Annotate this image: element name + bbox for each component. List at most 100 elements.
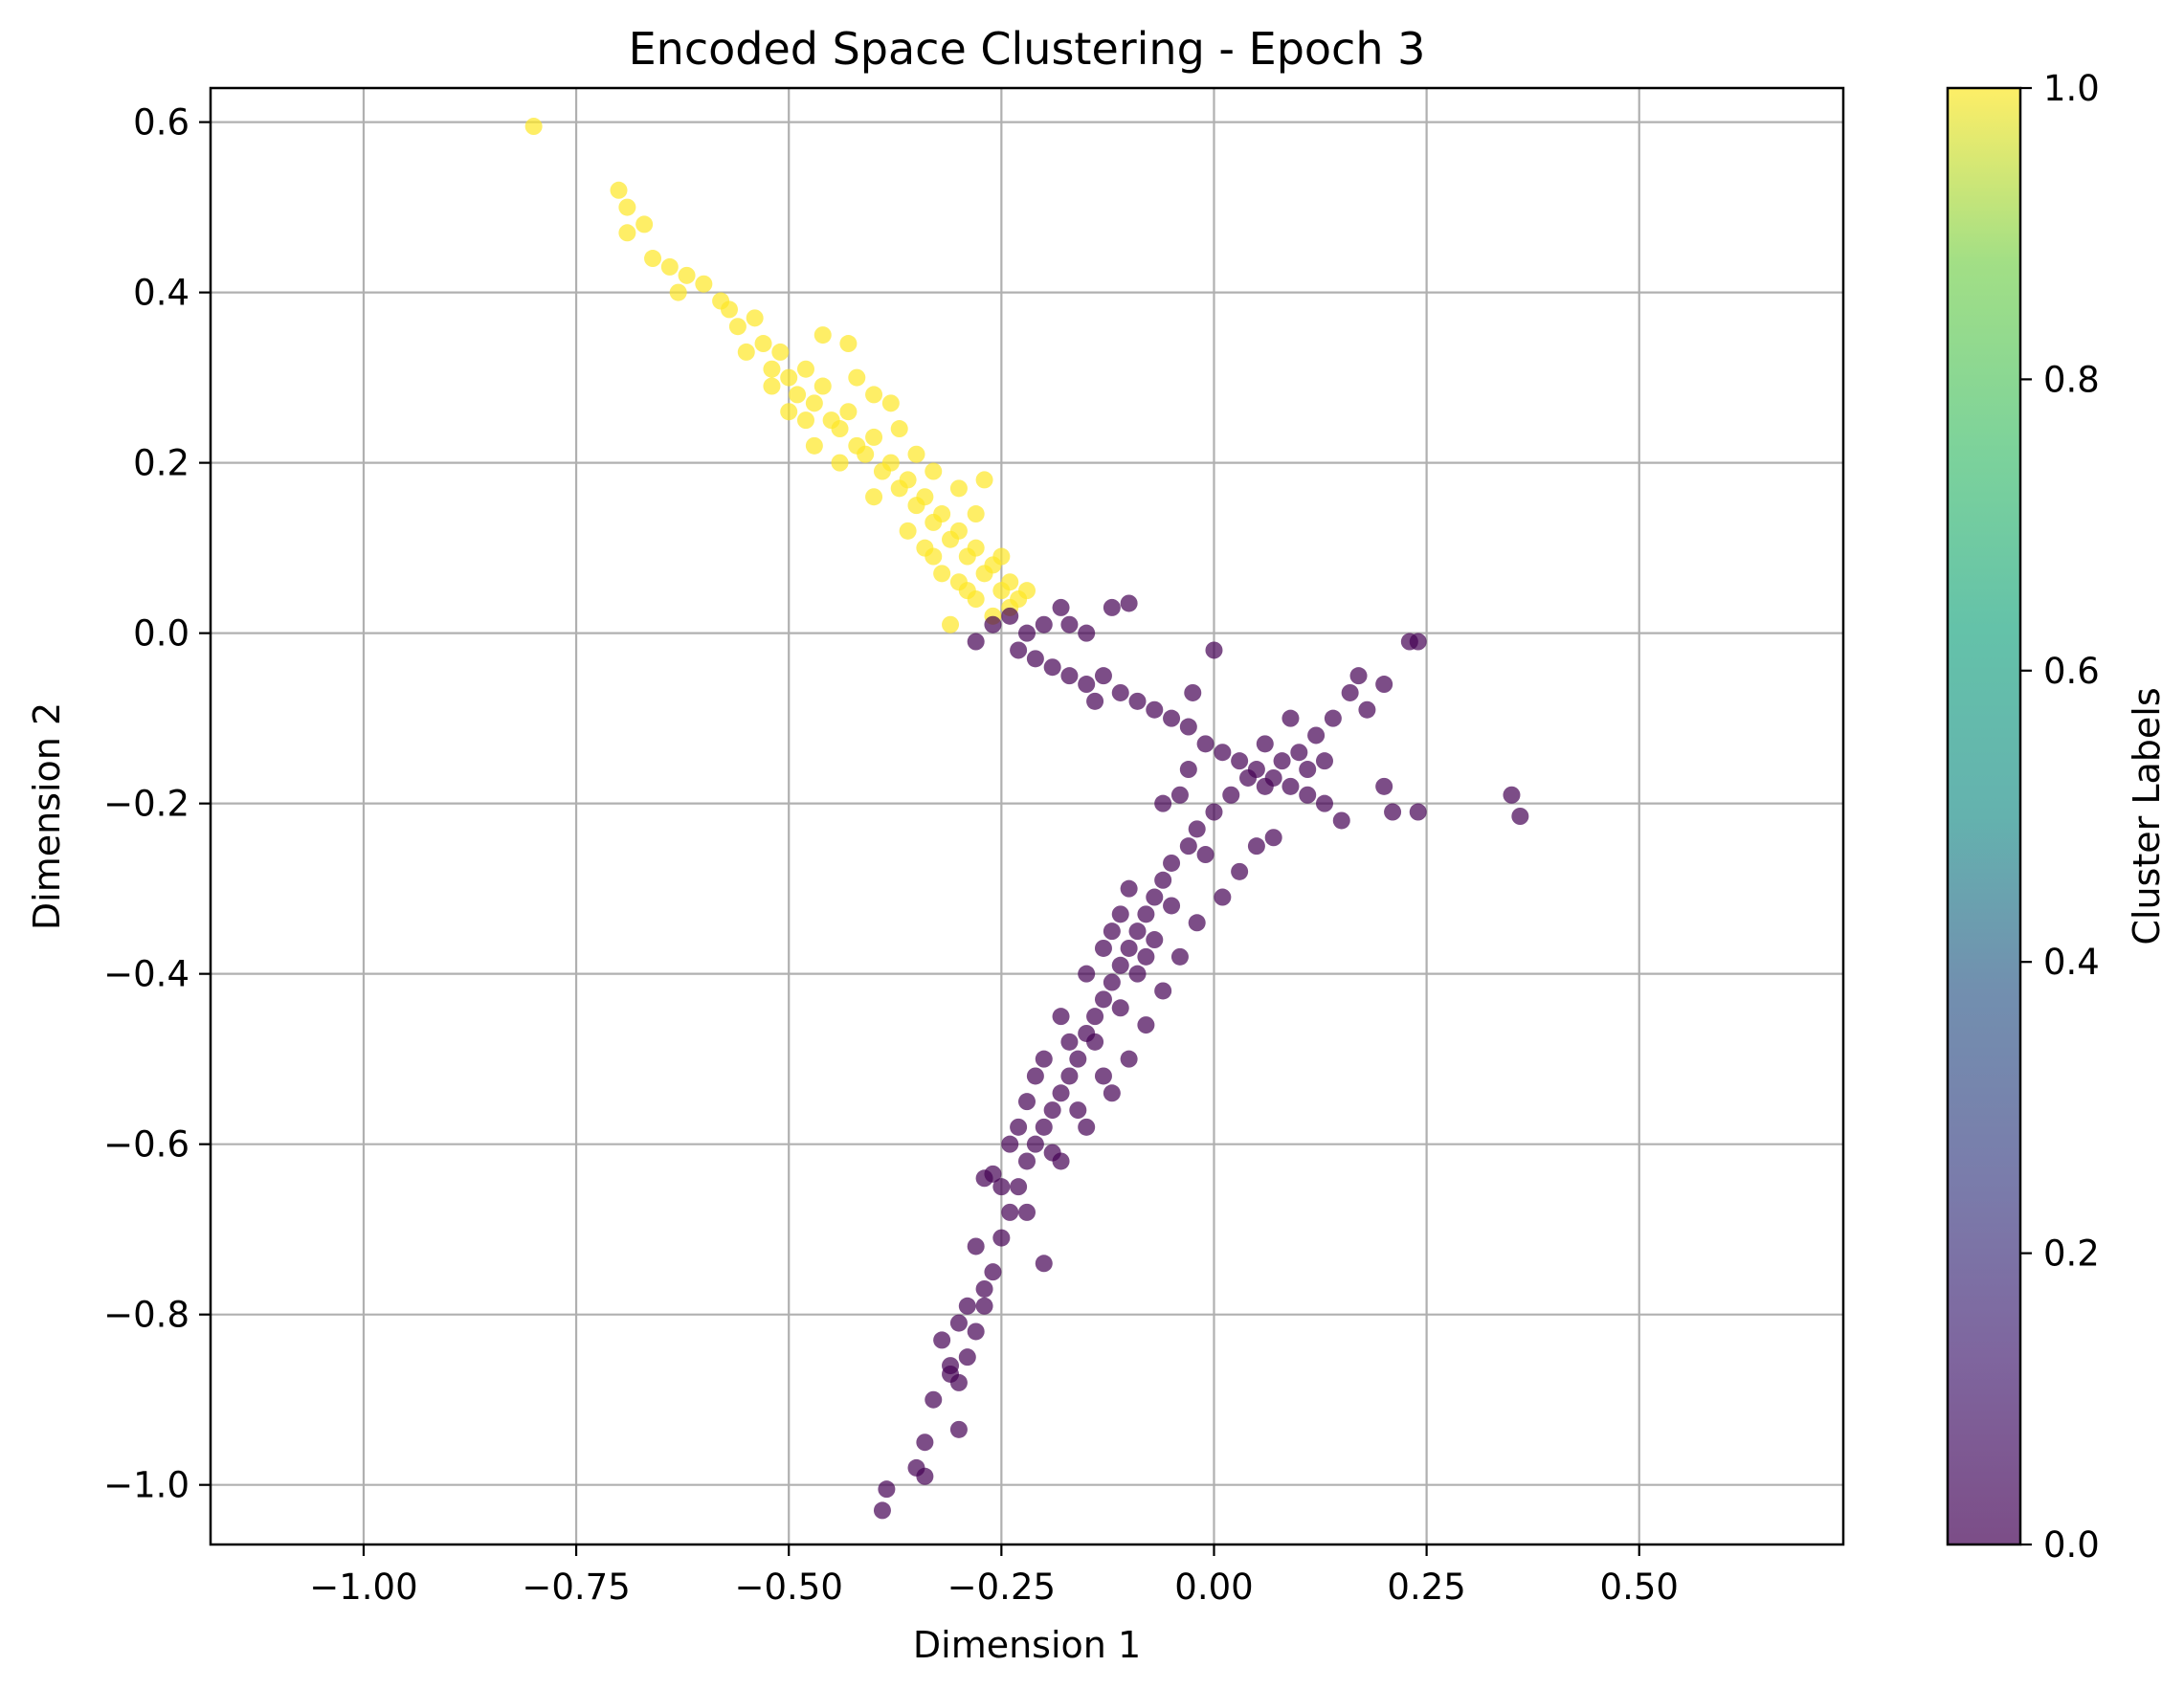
data-point-cluster-0 bbox=[1196, 846, 1215, 864]
data-point-cluster-0 bbox=[1214, 744, 1232, 762]
data-point-cluster-1 bbox=[660, 257, 679, 276]
data-point-cluster-0 bbox=[949, 1420, 968, 1438]
data-point-cluster-0 bbox=[1086, 692, 1104, 710]
data-point-cluster-0 bbox=[1281, 709, 1300, 727]
data-point-cluster-0 bbox=[1256, 735, 1274, 753]
data-point-cluster-0 bbox=[1060, 1067, 1079, 1085]
data-point-cluster-0 bbox=[1170, 947, 1189, 966]
data-point-cluster-1 bbox=[1018, 582, 1036, 600]
data-point-cluster-1 bbox=[831, 454, 849, 472]
x-tick-label: −0.75 bbox=[522, 1567, 630, 1608]
data-point-cluster-1 bbox=[1001, 573, 1019, 591]
colorbar-tick-label: 0.0 bbox=[2043, 1524, 2100, 1566]
data-point-cluster-1 bbox=[763, 360, 781, 378]
data-point-cluster-1 bbox=[669, 283, 687, 301]
data-point-cluster-1 bbox=[967, 505, 985, 523]
data-point-cluster-0 bbox=[1060, 1033, 1079, 1051]
data-point-cluster-0 bbox=[1069, 1050, 1087, 1068]
data-point-cluster-1 bbox=[933, 565, 951, 583]
data-point-cluster-0 bbox=[1146, 931, 1164, 949]
data-point-cluster-0 bbox=[1111, 905, 1129, 923]
x-axis-ticks: −1.00 −0.75 −0.50 −0.25 0.00 0.25 0.50 bbox=[309, 1545, 1679, 1608]
data-point-cluster-0 bbox=[1094, 667, 1112, 685]
data-point-cluster-0 bbox=[1078, 965, 1096, 983]
data-point-cluster-1 bbox=[857, 445, 875, 463]
data-point-cluster-1 bbox=[967, 539, 985, 557]
data-point-cluster-0 bbox=[1205, 803, 1223, 821]
x-tick-label: 0.25 bbox=[1387, 1567, 1465, 1608]
data-point-cluster-0 bbox=[1035, 1050, 1053, 1068]
y-tick-label: −0.2 bbox=[103, 784, 189, 825]
data-point-cluster-0 bbox=[1128, 922, 1147, 941]
data-point-cluster-1 bbox=[737, 343, 755, 361]
data-point-cluster-0 bbox=[1052, 1084, 1070, 1102]
y-tick-label: 0.6 bbox=[133, 102, 189, 144]
y-tick-label: −0.6 bbox=[103, 1124, 189, 1166]
data-point-cluster-0 bbox=[1409, 803, 1427, 821]
data-point-cluster-0 bbox=[878, 1480, 896, 1499]
data-point-cluster-0 bbox=[1163, 709, 1181, 727]
data-point-cluster-0 bbox=[1358, 700, 1376, 719]
data-point-cluster-1 bbox=[975, 471, 993, 489]
y-tick-label: 0.4 bbox=[133, 273, 189, 314]
data-point-cluster-1 bbox=[618, 198, 636, 216]
data-point-cluster-0 bbox=[1349, 667, 1368, 685]
data-point-cluster-0 bbox=[1154, 982, 1172, 1000]
data-point-cluster-0 bbox=[1400, 633, 1418, 651]
data-point-cluster-0 bbox=[1511, 808, 1529, 825]
data-point-cluster-1 bbox=[925, 462, 943, 480]
data-point-cluster-0 bbox=[1078, 1118, 1096, 1136]
data-point-cluster-0 bbox=[1375, 676, 1393, 694]
x-axis-label: Dimension 1 bbox=[913, 1624, 1141, 1666]
data-point-cluster-1 bbox=[942, 615, 960, 633]
data-point-cluster-0 bbox=[975, 1279, 993, 1298]
data-point-cluster-0 bbox=[1103, 973, 1121, 991]
data-point-cluster-1 bbox=[899, 522, 917, 540]
data-point-cluster-1 bbox=[805, 394, 823, 412]
data-point-cluster-0 bbox=[1128, 965, 1147, 983]
data-point-cluster-0 bbox=[1170, 786, 1189, 804]
data-point-cluster-0 bbox=[1001, 607, 1019, 625]
chart-title: Encoded Space Clustering - Epoch 3 bbox=[629, 23, 1426, 75]
data-point-cluster-0 bbox=[1128, 692, 1147, 710]
data-point-cluster-0 bbox=[967, 1322, 985, 1341]
data-point-cluster-0 bbox=[1078, 676, 1096, 694]
data-point-cluster-1 bbox=[678, 266, 696, 284]
data-point-cluster-0 bbox=[1060, 667, 1079, 685]
data-point-cluster-0 bbox=[933, 1331, 951, 1349]
data-point-cluster-0 bbox=[1086, 1033, 1104, 1051]
y-tick-label: 0.2 bbox=[133, 443, 189, 484]
data-point-cluster-0 bbox=[984, 615, 1002, 633]
colorbar-tick-label: 0.2 bbox=[2043, 1233, 2100, 1275]
data-point-cluster-0 bbox=[984, 1263, 1002, 1281]
data-point-cluster-0 bbox=[1001, 1135, 1019, 1153]
y-tick-label: −0.8 bbox=[103, 1295, 189, 1336]
data-point-cluster-0 bbox=[1188, 820, 1206, 838]
data-point-cluster-0 bbox=[1163, 897, 1181, 915]
data-point-cluster-0 bbox=[1214, 888, 1232, 906]
data-point-cluster-0 bbox=[1103, 1084, 1121, 1102]
data-point-cluster-0 bbox=[1018, 1203, 1036, 1221]
data-point-cluster-0 bbox=[1018, 624, 1036, 642]
data-point-cluster-1 bbox=[933, 505, 951, 523]
data-point-cluster-0 bbox=[1026, 1067, 1044, 1085]
data-point-cluster-0 bbox=[958, 1297, 976, 1315]
data-point-cluster-0 bbox=[1120, 594, 1138, 612]
data-point-cluster-1 bbox=[949, 479, 968, 498]
data-point-cluster-0 bbox=[1179, 718, 1197, 736]
data-point-cluster-1 bbox=[771, 343, 790, 361]
data-point-cluster-0 bbox=[1231, 862, 1249, 880]
data-point-cluster-0 bbox=[1120, 939, 1138, 957]
data-point-cluster-1 bbox=[813, 326, 832, 344]
data-point-cluster-0 bbox=[1146, 700, 1164, 719]
data-point-cluster-0 bbox=[1146, 888, 1164, 906]
data-point-cluster-0 bbox=[1137, 1016, 1155, 1034]
data-point-cluster-0 bbox=[992, 1178, 1011, 1196]
colorbar-tick-label: 0.8 bbox=[2043, 359, 2100, 400]
data-point-cluster-0 bbox=[916, 1433, 934, 1452]
data-point-cluster-1 bbox=[958, 582, 976, 600]
colorbar-ticks: 0.0 0.2 0.4 0.6 0.8 1.0 bbox=[2020, 68, 2100, 1566]
data-point-cluster-0 bbox=[1078, 624, 1096, 642]
data-point-cluster-0 bbox=[1290, 744, 1308, 762]
